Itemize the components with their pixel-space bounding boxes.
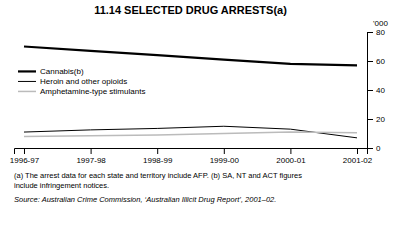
y-tick-label: 60 [376,57,385,66]
legend-swatch [18,70,36,72]
y-axis-line [368,33,374,149]
y-tick-label: 80 [376,28,385,37]
y-tick: 40 [367,86,385,95]
chart: 11.14 SELECTED DRUG ARRESTS(a)1996-97199… [0,0,397,227]
legend-label: Heroin and other opioids [40,77,127,86]
lines [24,47,357,138]
legend-item: Heroin and other opioids [18,77,127,86]
x-tick: 1997-98 [76,148,106,165]
x-tick-label: 1999-00 [210,156,240,165]
footnote: include infringement notices. [14,181,109,190]
x-axis-line [15,149,368,155]
x-tick-label: 1997-98 [76,156,106,165]
line [24,132,357,136]
line [24,126,357,138]
legend-label: Cannabis(b) [40,67,84,76]
y-tick-label: 20 [376,115,385,124]
y-tick-mark [367,119,373,120]
footnote: (a) The arrest data for each state and t… [14,171,302,180]
x-tick: 2000-01 [276,148,306,165]
line [24,47,357,66]
legend-item: Cannabis(b) [18,67,84,76]
x-tick-label: 2001-02 [343,156,373,165]
x-tick-label: 2000-01 [276,156,306,165]
legend-item: Amphetamine-type stimulants [18,87,145,96]
y-tick: 0 [367,144,381,153]
legend-swatch [18,91,36,93]
y-tick-label: 0 [376,144,381,153]
x-tick: 1998-99 [143,148,173,165]
title: 11.14 SELECTED DRUG ARRESTS(a) [94,4,287,16]
y-tick: 80 [367,28,385,37]
y-tick-mark [367,148,373,149]
x-tick-mark [357,148,358,154]
legend: Cannabis(b)Heroin and other opioidsAmphe… [18,67,145,96]
y-tick-label: 40 [376,86,385,95]
x-tick: 1996-97 [10,148,40,165]
legend-swatch [18,81,36,82]
y-tick-mark [367,61,373,62]
y-tick-mark [367,90,373,91]
x-tick-mark [157,148,158,154]
x-tick-mark [24,148,25,154]
y-axis-label: '000 [373,19,388,28]
x-tick-mark [91,148,92,154]
x-tick: 2001-02 [343,148,373,165]
x-tick-mark [290,148,291,154]
y-tick-mark [367,32,373,33]
x-axis: 1996-97 1997-98 1998-99 1999-00 2000-01 2001-… [10,148,373,165]
legend-label: Amphetamine-type stimulants [40,87,145,96]
y-tick: 20 [367,115,385,124]
y-axis: 0 20 40 60 80 [367,28,385,153]
x-tick: 1999-00 [210,148,240,165]
x-tick-mark [224,148,225,154]
x-tick-label: 1998-99 [143,156,173,165]
y-tick: 60 [367,57,385,66]
source: Source: Australian Crime Commission, ‘Au… [14,195,276,204]
plot: 1996-97 1997-98 1998-99 1999-00 2000-01 2001-… [10,28,386,165]
x-tick-label: 1996-97 [10,156,40,165]
background [0,0,397,227]
